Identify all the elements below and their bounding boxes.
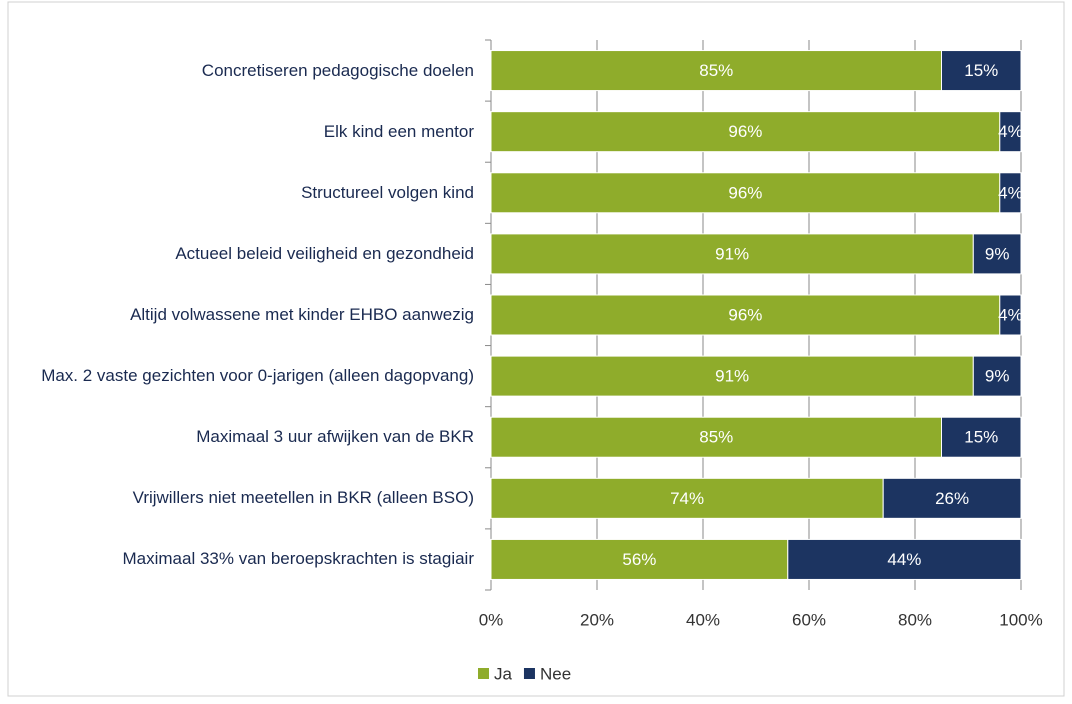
category-label: Max. 2 vaste gezichten voor 0-jarigen (a… [0,351,474,401]
category-text: Max. 2 vaste gezichten voor 0-jarigen (a… [41,366,474,386]
bar-segment [490,50,942,92]
data-label: 96% [728,122,762,141]
data-label: 15% [964,428,998,447]
category-label: Actueel beleid veiligheid en gezondheid [0,229,474,279]
x-tick-label: 80% [898,610,932,629]
data-label: 74% [670,489,704,508]
bar-segment [490,538,789,580]
category-text: Actueel beleid veiligheid en gezondheid [175,243,474,263]
bar-segment [999,111,1022,153]
data-label: 26% [935,489,969,508]
x-tick-label: 20% [580,610,614,629]
bar-segment [972,355,1022,397]
data-label: 96% [728,183,762,202]
category-label: Altijd volwassene met kinder EHBO aanwez… [0,290,474,340]
bar-segment [490,355,974,397]
category-label: Structureel volgen kind [0,168,474,218]
legend-swatch [523,668,535,679]
legend-swatch [478,668,489,679]
bar-segment [999,294,1022,336]
bar-segment [999,172,1022,214]
data-label: 85% [699,61,733,80]
category-label: Elk kind een mentor [0,107,474,157]
category-text: Elk kind een mentor [323,121,474,141]
data-label: 15% [964,61,998,80]
data-label: 91% [715,367,749,386]
legend-label: Ja [494,664,513,683]
data-label: 4% [998,305,1023,324]
data-label: 44% [887,550,921,569]
data-label: 91% [715,244,749,263]
bar-segment [490,294,1001,336]
category-text: Maximaal 33% van beroepskrachten is stag… [122,549,474,569]
category-text: Altijd volwassene met kinder EHBO aanwez… [130,305,474,324]
chart-frame [7,1,1065,697]
data-label: 56% [622,550,656,569]
category-label: Vrijwillers niet meetellen in BKR (allee… [0,473,474,523]
category-label: Maximaal 33% van beroepskrachten is stag… [0,534,474,584]
category-text: Concretiseren pedagogische doelen [201,60,474,80]
bar-segment [490,416,942,458]
data-label: 9% [985,244,1010,263]
bar-segment [787,538,1022,580]
legend-label: Nee [540,664,571,683]
data-label: 85% [699,428,733,447]
category-text: Maximaal 3 uur afwijken van de BKR [196,427,474,447]
x-tick-label: 100% [999,610,1042,629]
data-label: 4% [998,122,1023,141]
bar-segment [490,233,974,275]
category-label: Maximaal 3 uur afwijken van de BKR [0,412,474,462]
bar-segment [972,233,1022,275]
category-text: Vrijwillers niet meetellen in BKR (allee… [132,488,474,508]
bar-segment [941,50,1022,92]
category-text: Structureel volgen kind [301,182,474,202]
bar-segment [882,477,1022,519]
bar-segment [490,111,1001,153]
category-label: Concretiseren pedagogische doelen [0,46,474,96]
data-label: 96% [728,305,762,324]
data-label: 9% [985,367,1010,386]
x-tick-label: 60% [792,610,826,629]
x-tick-label: 0% [479,610,504,629]
bar-segment [490,172,1001,214]
data-label: 4% [998,183,1023,202]
bar-segment [941,416,1022,458]
x-tick-label: 40% [686,610,720,629]
